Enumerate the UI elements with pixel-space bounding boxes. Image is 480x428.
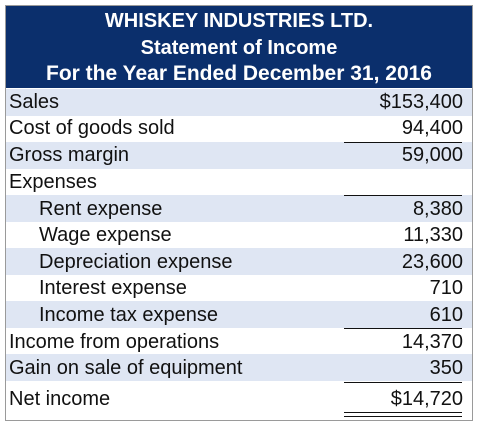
- line-amount: 59,000: [401, 144, 463, 166]
- statement-header: WHISKEY INDUSTRIES LTD. Statement of Inc…: [6, 6, 472, 88]
- line-amount: 11,330: [403, 224, 463, 246]
- statement-title: Statement of Income: [140, 37, 338, 59]
- income-statement: WHISKEY INDUSTRIES LTD. Statement of Inc…: [5, 5, 473, 421]
- row-shading: [6, 89, 472, 116]
- line-label: Cost of goods sold: [9, 117, 175, 139]
- line-amount: 610: [429, 304, 463, 326]
- section-rule: [344, 195, 462, 196]
- line-label: Income tax expense: [39, 304, 218, 326]
- line-gross-margin: Gross margin 59,000: [6, 142, 472, 168]
- row-shading: [6, 142, 472, 169]
- section-heading: Expenses: [9, 171, 97, 193]
- row-shading: [6, 248, 472, 275]
- line-amount: $14,720: [390, 388, 463, 410]
- line-label: Income from operations: [9, 331, 220, 353]
- line-label: Rent expense: [39, 198, 163, 220]
- line-label: Interest expense: [39, 277, 187, 299]
- statement-period: For the Year Ended December 31, 2016: [46, 62, 432, 85]
- line-gain-on-sale: Gain on sale of equipment 350: [6, 355, 472, 381]
- line-label: Gain on sale of equipment: [9, 357, 243, 379]
- line-label: Net income: [9, 388, 111, 410]
- subtotal-rule: [344, 142, 462, 143]
- line-amount: 710: [429, 277, 463, 299]
- line-amount: 14,370: [401, 331, 463, 353]
- line-interest-expense: Interest expense 710: [6, 275, 472, 301]
- line-expenses-heading: Expenses: [6, 169, 472, 195]
- line-amount: 23,600: [401, 251, 463, 273]
- line-amount: $153,400: [379, 91, 463, 113]
- line-label: Gross margin: [9, 144, 130, 166]
- row-shading: [6, 301, 472, 328]
- line-amount: 350: [429, 357, 463, 379]
- subtotal-rule: [344, 328, 462, 329]
- line-label: Sales: [9, 91, 60, 113]
- line-amount: 94,400: [401, 117, 463, 139]
- line-amount: 8,380: [412, 198, 463, 220]
- row-shading: [6, 354, 472, 381]
- line-net-income: Net income $14,720: [6, 386, 472, 412]
- company-name: WHISKEY INDUSTRIES LTD.: [104, 10, 374, 32]
- line-rent-expense: Rent expense 8,380: [6, 196, 472, 222]
- line-income-tax-expense: Income tax expense 610: [6, 302, 472, 328]
- line-sales: Sales $153,400: [6, 89, 472, 115]
- line-cost-of-goods-sold: Cost of goods sold 94,400: [6, 115, 472, 141]
- subtotal-rule: [344, 382, 462, 383]
- line-label: Wage expense: [39, 224, 172, 246]
- row-shading: [6, 195, 472, 222]
- line-label: Depreciation expense: [39, 251, 233, 273]
- line-wage-expense: Wage expense 11,330: [6, 222, 472, 248]
- line-income-from-operations: Income from operations 14,370: [6, 329, 472, 355]
- line-depreciation-expense: Depreciation expense 23,600: [6, 249, 472, 275]
- total-double-rule: [344, 412, 462, 417]
